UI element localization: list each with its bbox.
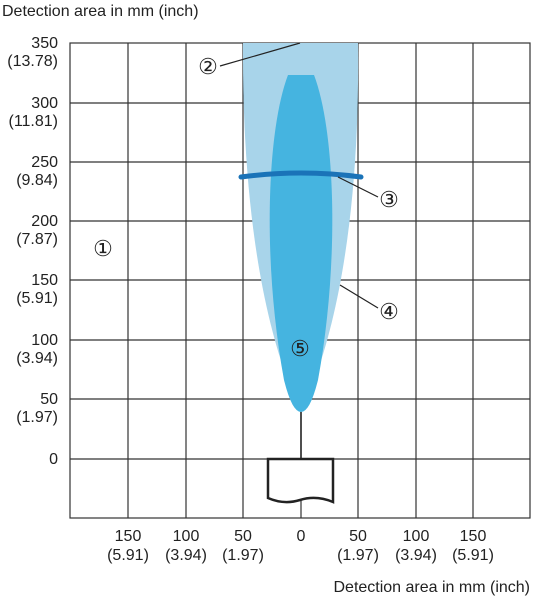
y-tick-label: 200 — [31, 213, 58, 230]
y-tick-inch: (13.78) — [7, 53, 58, 70]
y-tick-inch: (5.91) — [16, 290, 58, 307]
x-tick-label: 50 — [349, 528, 367, 545]
y-tick-label: 300 — [31, 95, 58, 112]
x-tick-label: 100 — [403, 528, 430, 545]
x-tick-label: 0 — [297, 528, 306, 545]
x-tick-label: 100 — [173, 528, 200, 545]
x-tick-inch: (3.94) — [165, 547, 207, 564]
y-tick-inch: (9.84) — [16, 172, 58, 189]
y-tick-inch: (3.94) — [16, 350, 58, 367]
callout: ② — [198, 54, 218, 79]
x-tick-inch: (3.94) — [395, 547, 437, 564]
x-tick-label: 150 — [115, 528, 142, 545]
callout: ④ — [379, 299, 399, 324]
y-tick-label: 0 — [49, 451, 58, 468]
y-tick-label: 350 — [31, 35, 58, 52]
band — [238, 170, 364, 180]
callout: ③ — [379, 187, 399, 212]
x-tick-inch: (5.91) — [107, 547, 149, 564]
callout: ① — [93, 236, 113, 261]
sensor — [266, 457, 335, 504]
callout: ⑤ — [290, 336, 310, 361]
x-tick-inch: (5.91) — [452, 547, 494, 564]
y-tick-label: 50 — [40, 391, 58, 408]
x-tick-label: 150 — [460, 528, 487, 545]
x-axis-title: Detection area in mm (inch) — [333, 579, 530, 596]
y-tick-label: 150 — [31, 272, 58, 289]
y-tick-label: 250 — [31, 154, 58, 171]
y-tick-inch: (7.87) — [16, 231, 58, 248]
y-tick-inch: (1.97) — [16, 409, 58, 426]
y-axis-title: Detection area in mm (inch) — [2, 3, 199, 20]
x-tick-inch: (1.97) — [222, 547, 264, 564]
x-tick-inch: (1.97) — [337, 547, 379, 564]
inner-field — [269, 75, 333, 412]
y-tick-label: 100 — [31, 332, 58, 349]
leaders — [219, 42, 379, 309]
x-tick-label: 50 — [234, 528, 252, 545]
y-tick-inch: (11.81) — [8, 113, 58, 130]
